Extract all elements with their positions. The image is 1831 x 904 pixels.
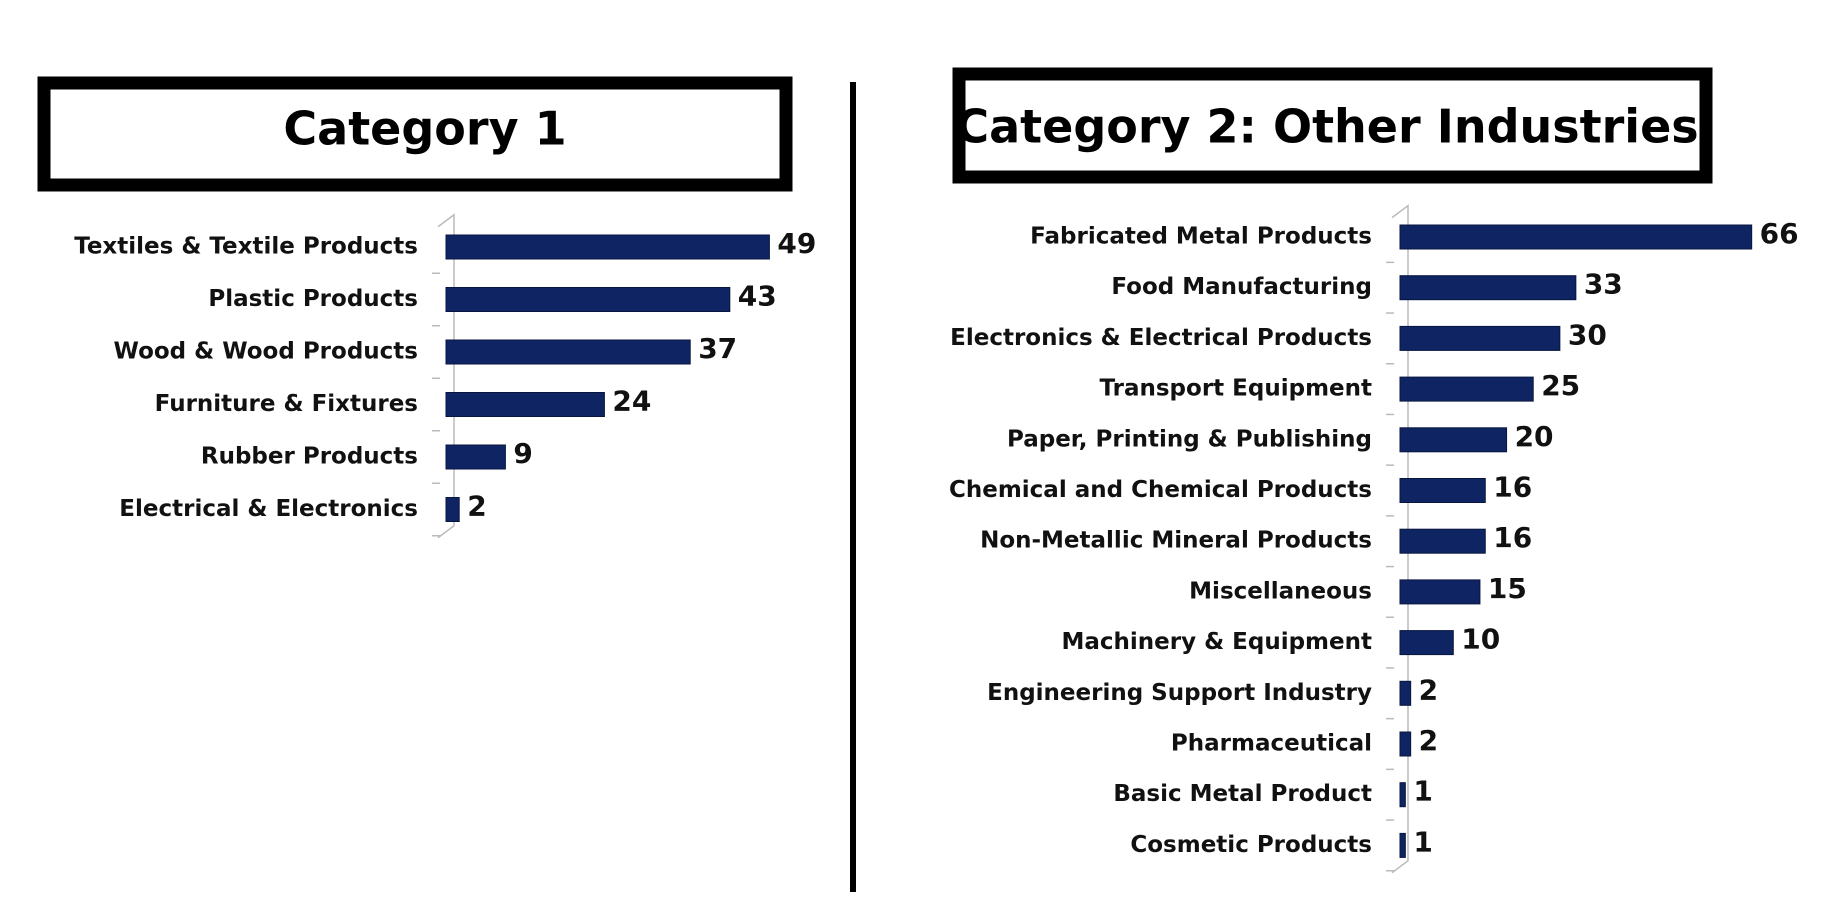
bar bbox=[445, 444, 506, 470]
value-label: 15 bbox=[1488, 572, 1527, 605]
bar bbox=[1399, 275, 1577, 301]
category-label: Textiles & Textile Products bbox=[74, 234, 418, 260]
value-label: 2 bbox=[467, 490, 486, 523]
value-label: 49 bbox=[777, 227, 816, 260]
axis-wall bbox=[437, 213, 455, 539]
category-label: Machinery & Equipment bbox=[1061, 629, 1372, 655]
value-label: 43 bbox=[738, 280, 777, 313]
value-label: 16 bbox=[1493, 521, 1532, 554]
bar bbox=[1399, 630, 1454, 656]
category-label: Cosmetic Products bbox=[1130, 832, 1372, 858]
category-label: Chemical and Chemical Products bbox=[949, 477, 1372, 503]
value-label: 9 bbox=[513, 437, 532, 470]
category-label: Transport Equipment bbox=[1099, 376, 1372, 402]
chart-title: Category 2: Other Industries bbox=[955, 100, 1698, 154]
value-label: 33 bbox=[1584, 268, 1623, 301]
category-label: Pharmaceutical bbox=[1171, 731, 1372, 757]
bar bbox=[1399, 224, 1753, 250]
category-label: Engineering Support Industry bbox=[987, 680, 1372, 706]
value-label: 10 bbox=[1461, 623, 1500, 656]
value-label: 2 bbox=[1419, 673, 1438, 706]
category-label: Electrical & Electronics bbox=[119, 496, 418, 522]
bar bbox=[1399, 731, 1412, 757]
title-box bbox=[37, 76, 793, 192]
category-label: Rubber Products bbox=[201, 444, 418, 470]
category-label: Food Manufacturing bbox=[1111, 274, 1372, 300]
category-label: Miscellaneous bbox=[1189, 578, 1372, 604]
bar bbox=[445, 392, 605, 417]
bar bbox=[1399, 427, 1508, 453]
category-label: Wood & Wood Products bbox=[114, 339, 418, 365]
value-label: 1 bbox=[1413, 775, 1432, 808]
value-label: 66 bbox=[1760, 217, 1799, 250]
chart-title: Category 1 bbox=[283, 102, 566, 156]
bar bbox=[1399, 782, 1406, 808]
category-label: Plastic Products bbox=[208, 286, 418, 312]
value-label: 16 bbox=[1493, 471, 1532, 504]
bar bbox=[1399, 832, 1406, 858]
category-label: Non-Metallic Mineral Products bbox=[980, 528, 1372, 554]
bar bbox=[1399, 325, 1561, 351]
bar bbox=[445, 234, 770, 260]
title-box bbox=[952, 67, 1713, 184]
bar bbox=[1399, 680, 1412, 706]
bar bbox=[1399, 579, 1481, 605]
category-label: Fabricated Metal Products bbox=[1030, 224, 1372, 250]
bar bbox=[445, 497, 460, 522]
value-label: 1 bbox=[1413, 825, 1432, 858]
bar bbox=[445, 339, 691, 365]
value-label: 24 bbox=[612, 385, 651, 418]
category-label: Furniture & Fixtures bbox=[155, 391, 418, 417]
value-label: 20 bbox=[1515, 420, 1554, 453]
value-label: 25 bbox=[1541, 369, 1580, 402]
value-label: 30 bbox=[1568, 318, 1607, 351]
bar bbox=[1399, 478, 1486, 503]
bar bbox=[445, 287, 731, 312]
bar bbox=[1399, 528, 1486, 554]
category-label: Electronics & Electrical Products bbox=[950, 325, 1372, 351]
value-label: 37 bbox=[698, 332, 737, 365]
category-label: Paper, Printing & Publishing bbox=[1007, 426, 1372, 452]
value-label: 2 bbox=[1419, 724, 1438, 757]
bar bbox=[1399, 376, 1534, 402]
category-label: Basic Metal Product bbox=[1113, 781, 1372, 807]
